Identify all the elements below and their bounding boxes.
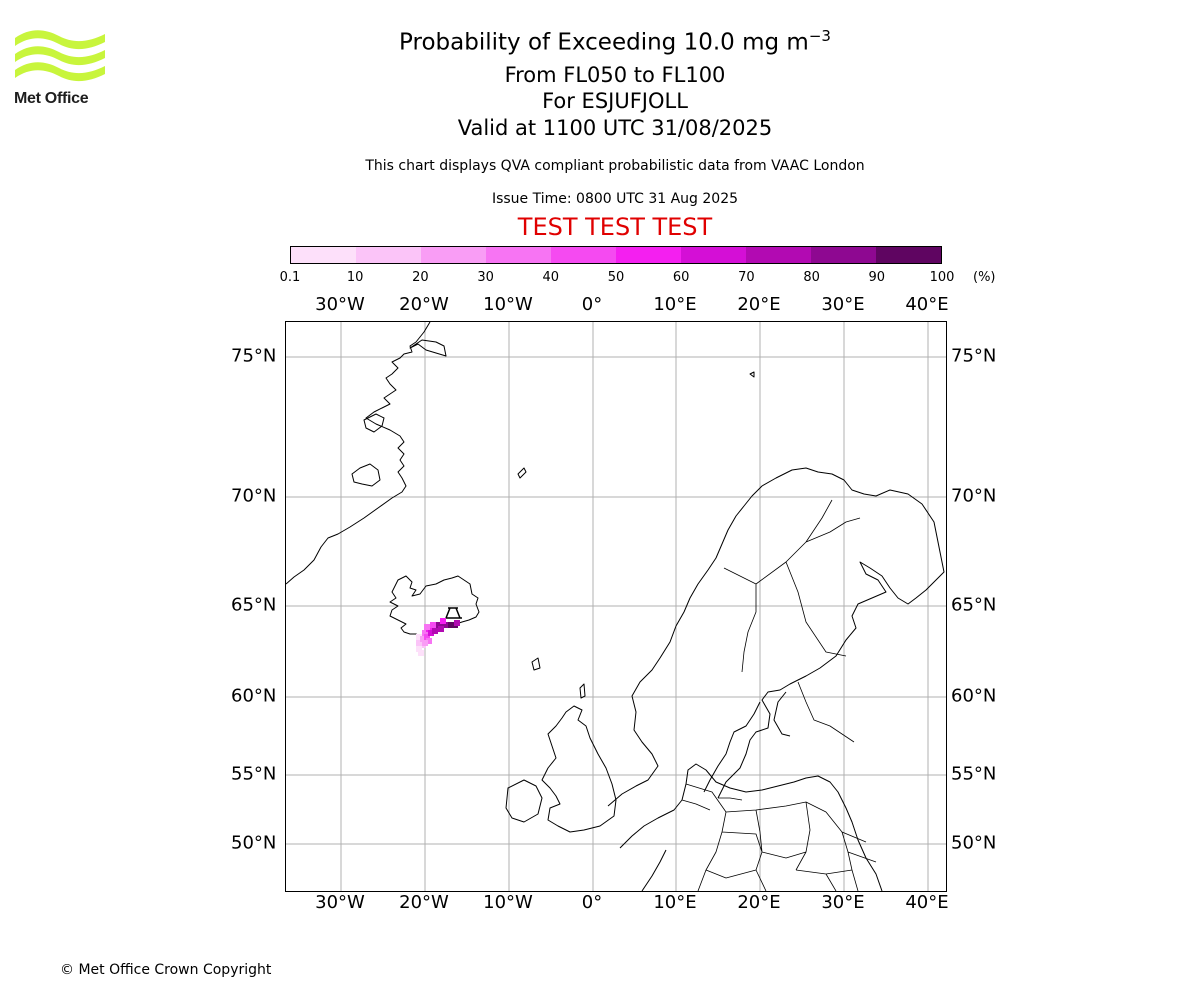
continent-coast bbox=[619, 763, 883, 891]
met-office-waves-icon bbox=[15, 30, 105, 82]
uk-coast bbox=[541, 705, 617, 833]
colorbar-tick-label: 50 bbox=[607, 270, 625, 285]
map-gridlines bbox=[286, 322, 946, 891]
lat-label-left: 50°N bbox=[231, 832, 277, 854]
map-canvas bbox=[286, 322, 946, 891]
lat-label-right: 55°N bbox=[951, 763, 997, 785]
lon-label-bottom: 30°W bbox=[315, 892, 365, 913]
colorbar-segment bbox=[356, 247, 421, 263]
iceland-coast bbox=[389, 575, 480, 637]
plume-cell bbox=[442, 622, 448, 628]
plume-cell bbox=[430, 622, 436, 628]
volcano-subtitle: For ESJUFJOLL bbox=[542, 89, 688, 113]
description-text: This chart displays QVA compliant probab… bbox=[365, 158, 865, 174]
map-frame[interactable] bbox=[285, 321, 947, 892]
lon-label-bottom: 40°E bbox=[905, 892, 949, 913]
met-office-logo: Met Office bbox=[14, 28, 110, 112]
lon-label-top: 30°W bbox=[315, 294, 365, 315]
lat-label-right: 50°N bbox=[951, 832, 997, 854]
colorbar-unit: (%) bbox=[973, 270, 996, 285]
plume-cell bbox=[416, 646, 422, 652]
plume-cell bbox=[432, 628, 438, 634]
colorbar-segment bbox=[876, 247, 941, 263]
ash-probability-plume bbox=[416, 618, 460, 656]
plume-cell bbox=[418, 650, 424, 656]
lon-label-bottom: 0° bbox=[581, 892, 603, 913]
colorbar-segment bbox=[551, 247, 616, 263]
lat-label-left: 65°N bbox=[231, 594, 277, 616]
issue-time-text: Issue Time: 0800 UTC 31 Aug 2025 bbox=[491, 191, 739, 207]
colorbar-segment bbox=[291, 247, 356, 263]
ireland-coast bbox=[505, 779, 543, 823]
plume-cell bbox=[424, 624, 430, 630]
lat-label-left: 60°N bbox=[231, 685, 277, 707]
lon-label-top: 30°E bbox=[821, 294, 865, 315]
volcano-marker bbox=[445, 607, 462, 619]
country-borders bbox=[685, 499, 877, 891]
colorbar-segment bbox=[616, 247, 681, 263]
plume-cell bbox=[422, 630, 428, 636]
colorbar-tick-label: 10 bbox=[346, 270, 364, 285]
lon-label-bottom: 30°E bbox=[821, 892, 865, 913]
lat-label-left: 55°N bbox=[231, 763, 277, 785]
plume-cell bbox=[438, 626, 444, 632]
lat-label-right: 70°N bbox=[951, 485, 997, 507]
plume-cell bbox=[416, 634, 422, 640]
lon-label-bottom: 20°W bbox=[399, 892, 449, 913]
lat-label-right: 65°N bbox=[951, 594, 997, 616]
colorbar-tick-label: 90 bbox=[868, 270, 886, 285]
met-office-logo-text: Met Office bbox=[14, 90, 89, 107]
colorbar-tick-label: 0.1 bbox=[279, 270, 301, 285]
scandinavia-coast bbox=[607, 467, 945, 807]
colorbar-segment bbox=[681, 247, 746, 263]
lon-label-bottom: 10°E bbox=[653, 892, 697, 913]
colorbar-segment bbox=[746, 247, 811, 263]
coastlines bbox=[286, 322, 945, 891]
plume-cell bbox=[448, 622, 454, 628]
plume-cell bbox=[428, 630, 434, 636]
chart-title: Probability of Exceeding 10.0 mg m−3 bbox=[399, 27, 831, 56]
lat-label-right: 60°N bbox=[951, 685, 997, 707]
lat-label-left: 75°N bbox=[231, 345, 277, 367]
lon-label-top: 40°E bbox=[905, 294, 949, 315]
plume-cell bbox=[422, 640, 428, 646]
lat-label-right: 75°N bbox=[951, 345, 997, 367]
plume-cell bbox=[440, 618, 446, 624]
colorbar-segment bbox=[811, 247, 876, 263]
lon-label-top: 20°W bbox=[399, 294, 449, 315]
colorbar-tick-label: 70 bbox=[738, 270, 755, 285]
plume-cell bbox=[454, 620, 460, 626]
colorbar-tick-label: 40 bbox=[542, 270, 560, 285]
lon-label-top: 10°E bbox=[653, 294, 697, 315]
colorbar-tick-label: 60 bbox=[672, 270, 690, 285]
colorbar-tick-label: 30 bbox=[477, 270, 494, 285]
plume-cell bbox=[424, 634, 430, 640]
copyright-text: © Met Office Crown Copyright bbox=[60, 962, 272, 978]
colorbar-tick-label: 20 bbox=[412, 270, 429, 285]
plume-cell bbox=[436, 622, 442, 628]
valid-time-subtitle: Valid at 1100 UTC 31/08/2025 bbox=[457, 116, 773, 140]
plume-cell bbox=[420, 636, 426, 642]
colorbar-segment bbox=[421, 247, 486, 263]
lon-label-top: 10°W bbox=[483, 294, 533, 315]
colorbar-tick-label: 100 bbox=[929, 270, 955, 285]
lon-label-bottom: 20°E bbox=[737, 892, 781, 913]
test-banner: TEST TEST TEST bbox=[517, 213, 713, 241]
lon-label-bottom: 10°W bbox=[483, 892, 533, 913]
colorbar-segment bbox=[486, 247, 551, 263]
plume-cell bbox=[426, 638, 432, 644]
lon-label-top: 20°E bbox=[737, 294, 781, 315]
lon-label-top: 0° bbox=[581, 294, 603, 315]
lat-label-left: 70°N bbox=[231, 485, 277, 507]
greenland-coast bbox=[286, 322, 431, 585]
colorbar-tick-label: 80 bbox=[803, 270, 820, 285]
plume-cell bbox=[416, 640, 422, 646]
flight-level-subtitle: From FL050 to FL100 bbox=[504, 63, 726, 87]
probability-colorbar bbox=[290, 246, 942, 264]
